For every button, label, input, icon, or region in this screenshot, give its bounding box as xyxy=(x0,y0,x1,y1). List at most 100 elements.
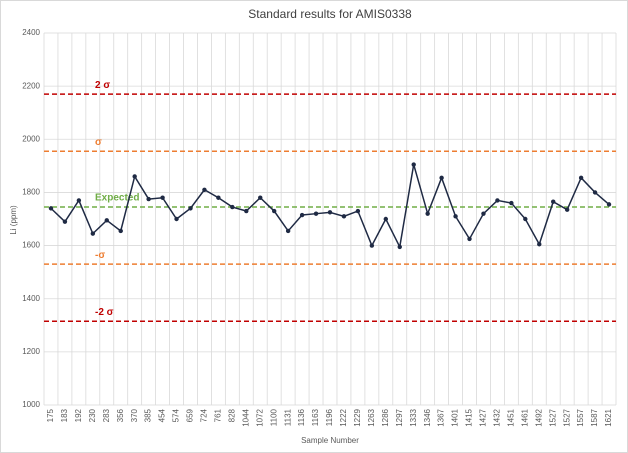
x-tick-label: 659 xyxy=(186,408,195,422)
x-tick-label: 761 xyxy=(213,408,222,422)
data-point xyxy=(397,244,402,250)
data-point xyxy=(285,228,291,234)
data-point xyxy=(341,214,347,219)
x-tick-label: 175 xyxy=(46,408,55,422)
data-point xyxy=(174,216,179,222)
x-tick-label: 1072 xyxy=(255,408,264,426)
data-point xyxy=(146,196,151,202)
data-point xyxy=(216,195,221,200)
x-tick-label: 1427 xyxy=(479,408,488,426)
x-tick-label: 183 xyxy=(60,408,69,422)
x-tick-label: 1229 xyxy=(353,408,362,426)
data-point xyxy=(160,195,165,200)
data-point xyxy=(592,190,598,195)
data-point xyxy=(48,206,54,211)
y-tick-label: 2400 xyxy=(22,28,40,37)
reference-label: Expected xyxy=(95,193,139,204)
y-tick-label: 1000 xyxy=(22,400,40,409)
x-axis-title: Sample Number xyxy=(301,436,359,445)
data-point xyxy=(425,211,430,216)
x-tick-label: 1346 xyxy=(423,408,432,426)
data-point xyxy=(509,200,514,206)
reference-label: σ xyxy=(95,137,102,148)
x-tick-label: 1527 xyxy=(548,408,557,426)
reference-label: -2 σ xyxy=(95,307,114,318)
chart-title: Standard results for AMIS0338 xyxy=(248,7,412,21)
data-point xyxy=(90,231,96,236)
data-point xyxy=(537,242,542,247)
x-tick-label: 1163 xyxy=(311,408,320,426)
data-point xyxy=(481,211,486,216)
x-tick-label: 1044 xyxy=(241,408,250,426)
y-tick-label: 2200 xyxy=(22,81,40,90)
x-tick-label: 828 xyxy=(227,408,236,422)
y-tick-label: 1200 xyxy=(22,347,40,356)
x-tick-label: 1222 xyxy=(339,408,348,426)
y-tick-label: 2000 xyxy=(22,134,40,143)
data-point xyxy=(578,175,584,181)
x-tick-label: 1527 xyxy=(562,408,571,426)
x-tick-label: 1621 xyxy=(604,408,613,426)
data-point xyxy=(118,228,123,234)
data-point xyxy=(551,199,556,204)
data-point xyxy=(299,212,305,218)
x-tick-label: 1136 xyxy=(297,408,306,426)
data-point xyxy=(202,187,207,192)
data-point xyxy=(62,219,68,224)
data-point xyxy=(383,216,389,222)
data-point xyxy=(369,243,375,248)
data-point xyxy=(76,198,82,203)
y-tick-label: 1800 xyxy=(22,188,40,197)
x-tick-label: 1432 xyxy=(493,408,502,426)
data-point xyxy=(258,195,263,200)
data-point xyxy=(104,218,109,223)
x-tick-label: 1131 xyxy=(283,408,292,426)
data-point xyxy=(313,211,319,216)
data-point xyxy=(523,216,528,222)
data-point xyxy=(132,174,137,179)
x-tick-label: 1557 xyxy=(576,408,585,426)
x-tick-label: 1263 xyxy=(367,408,376,426)
x-tick-label: 1587 xyxy=(590,408,599,426)
x-tick-label: 230 xyxy=(88,408,97,422)
x-tick-label: 454 xyxy=(158,408,167,422)
x-tick-label: 283 xyxy=(102,408,111,422)
x-tick-label: 1461 xyxy=(520,408,529,426)
x-tick-label: 1367 xyxy=(437,408,446,426)
x-tick-label: 1286 xyxy=(381,408,390,426)
x-tick-label: 385 xyxy=(144,408,153,422)
y-tick-label: 1600 xyxy=(22,241,40,250)
x-tick-label: 1492 xyxy=(534,408,543,426)
data-point xyxy=(453,214,458,219)
x-tick-label: 370 xyxy=(130,408,139,422)
data-point xyxy=(467,236,472,242)
data-point xyxy=(230,204,235,210)
reference-label: 2 σ xyxy=(95,80,110,91)
x-tick-label: 356 xyxy=(116,408,125,422)
x-tick-label: 1100 xyxy=(269,408,278,426)
x-tick-label: 192 xyxy=(74,408,83,422)
reference-label: -σ xyxy=(95,250,105,261)
x-tick-label: 1451 xyxy=(506,408,515,426)
data-point xyxy=(327,210,333,215)
x-tick-label: 1415 xyxy=(465,408,474,426)
data-point xyxy=(244,208,249,214)
data-point xyxy=(439,175,444,181)
data-point xyxy=(606,202,612,207)
x-tick-label: 724 xyxy=(200,408,209,422)
data-point xyxy=(188,206,193,211)
y-axis-title: Li (ppm) xyxy=(9,205,18,235)
y-tick-label: 1400 xyxy=(22,294,40,303)
data-point xyxy=(271,208,277,214)
x-tick-label: 1196 xyxy=(325,408,334,426)
x-tick-label: 1297 xyxy=(395,408,404,426)
x-tick-label: 1333 xyxy=(409,408,418,426)
data-point xyxy=(564,207,570,212)
data-point xyxy=(411,162,416,167)
data-point xyxy=(495,198,500,203)
data-point xyxy=(355,208,361,214)
x-tick-label: 1401 xyxy=(451,408,460,426)
x-tick-label: 574 xyxy=(172,408,181,422)
